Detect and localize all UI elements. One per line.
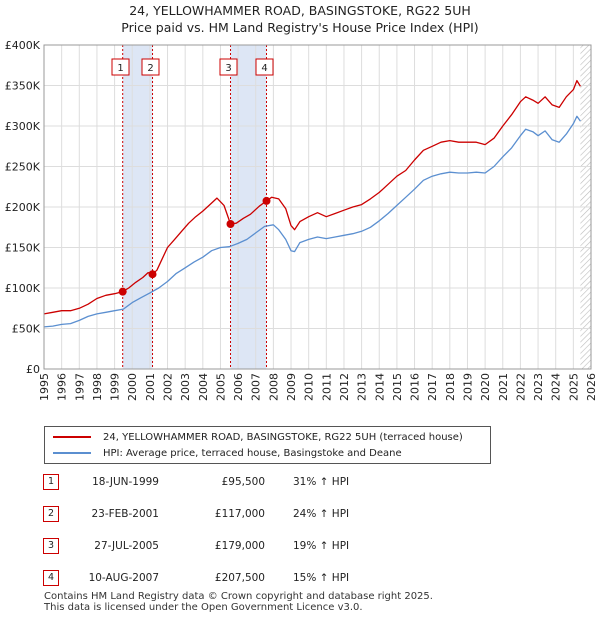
x-tick-label: 2015 [391,373,404,401]
y-tick-label: £50K [12,323,41,336]
x-tick-label: 2013 [356,373,369,401]
property-price-line [43,79,581,315]
legend-label-hpi: HPI: Average price, terraced house, Basi… [103,447,402,459]
transaction-date: 10-AUG-2007 [88,572,159,584]
transaction-hpi-diff: 15% ↑ HPI [293,572,350,584]
price-chart: 1 2 3 4 £0 £50K £100K £150K £200K £250K £300K £350K… [5,39,598,401]
transaction-badge-box [111,58,130,76]
x-tick-label: 2008 [267,373,280,401]
transaction-badge: 4 [255,58,274,76]
footer-attribution: Contains HM Land Registry data © Crown c… [44,591,433,613]
chart-title: 24, YELLOWHAMMER ROAD, BASINGSTOKE, RG22… [0,2,600,36]
legend-item-property: 24, YELLOWHAMMER ROAD, BASINGSTOKE, RG22… [53,430,463,444]
y-tick-label: £100K [5,282,41,295]
x-tick-label: 2009 [285,373,298,401]
transaction-badge-box [219,58,238,76]
legend-swatch-hpi [53,452,91,454]
transaction-date: 27-JUL-2005 [94,540,159,552]
transaction-point [148,270,157,279]
x-tick-label: 2014 [373,373,386,401]
transaction-badge-box [255,58,274,76]
transaction-badge-label: 4 [261,63,267,74]
transaction-badge: 2 [141,58,160,76]
transaction-date: 18-JUN-1999 [92,476,159,488]
x-tick-label: 2026 [585,373,598,401]
transaction-point [262,196,271,205]
x-tick-label: 2010 [303,373,316,401]
x-tick-label: 2001 [144,373,157,401]
x-tick-label: 2000 [126,373,139,401]
transaction-number: 1 [43,474,59,490]
transaction-badge-label: 1 [117,63,123,74]
x-tick-label: 2004 [197,373,210,401]
transaction-point [118,287,127,296]
x-tick-label: 2024 [550,373,563,401]
x-tick-label: 2019 [461,373,474,401]
transaction-hpi-diff: 31% ↑ HPI [293,476,350,488]
transaction-point [226,220,235,229]
hpi-line [43,115,581,328]
x-tick-label: 2017 [426,373,439,401]
transaction-price: £207,500 [214,572,265,584]
transaction-price: £179,000 [214,540,265,552]
transaction-badge-label: 2 [147,63,153,74]
transaction-number: 3 [43,538,59,554]
x-tick-label: 2021 [497,373,510,401]
x-tick-label: 2002 [162,373,175,401]
y-tick-label: £400K [5,39,41,52]
transaction-date: 23-FEB-2001 [91,508,159,520]
x-tick-label: 2005 [214,373,227,401]
x-tick-label: 2022 [514,373,527,401]
x-tick-label: 2006 [232,373,245,401]
x-tick-label: 2018 [444,373,457,401]
x-tick-label: 1995 [38,373,51,401]
legend-label-property: 24, YELLOWHAMMER ROAD, BASINGSTOKE, RG22… [103,431,463,443]
y-tick-label: £150K [5,242,41,255]
legend-item-hpi: HPI: Average price, terraced house, Basi… [53,446,402,460]
x-tick-label: 2025 [567,373,580,401]
x-tick-label: 2003 [179,373,192,401]
x-tick-label: 2016 [409,373,422,401]
x-tick-label: 1996 [56,373,69,401]
y-tick-label: £350K [5,80,41,93]
x-tick-label: 2007 [250,373,263,401]
footer-line-2: This data is licensed under the Open Gov… [44,602,363,613]
transaction-row: 4 10-AUG-2007 £207,500 15% ↑ HPI [43,570,583,586]
transaction-price: £117,000 [214,508,265,520]
plot-frame [43,44,592,370]
legend-swatch-property [53,436,91,438]
transaction-price: £95,500 [221,476,265,488]
transaction-hpi-diff: 19% ↑ HPI [293,540,350,552]
legend: 24, YELLOWHAMMER ROAD, BASINGSTOKE, RG22… [44,426,491,464]
footer-line-1: Contains HM Land Registry data © Crown c… [44,591,433,602]
transaction-badge-label: 3 [225,63,231,74]
y-tick-label: £0 [26,363,40,376]
transaction-number: 2 [43,506,59,522]
x-tick-label: 1999 [109,373,122,401]
y-tick-label: £200K [5,201,41,214]
transaction-badge: 3 [219,58,238,76]
x-tick-label: 2023 [532,373,545,401]
x-tick-label: 2012 [338,373,351,401]
x-tick-label: 1997 [73,373,86,401]
x-tick-label: 1998 [91,373,104,401]
x-tick-label: 2011 [320,373,333,401]
transaction-row: 2 23-FEB-2001 £117,000 24% ↑ HPI [43,506,583,522]
transaction-number: 4 [43,570,59,586]
transaction-row: 1 18-JUN-1999 £95,500 31% ↑ HPI [43,474,583,490]
y-tick-label: £250K [5,161,41,174]
transaction-badge-box [141,58,160,76]
y-tick-label: £300K [5,120,41,133]
transaction-row: 3 27-JUL-2005 £179,000 19% ↑ HPI [43,538,583,554]
transaction-badge: 1 [111,58,130,76]
title-line-2: Price paid vs. HM Land Registry's House … [121,20,479,35]
title-line-1: 24, YELLOWHAMMER ROAD, BASINGSTOKE, RG22… [129,3,471,18]
x-tick-label: 2020 [479,373,492,401]
transaction-hpi-diff: 24% ↑ HPI [293,508,350,520]
